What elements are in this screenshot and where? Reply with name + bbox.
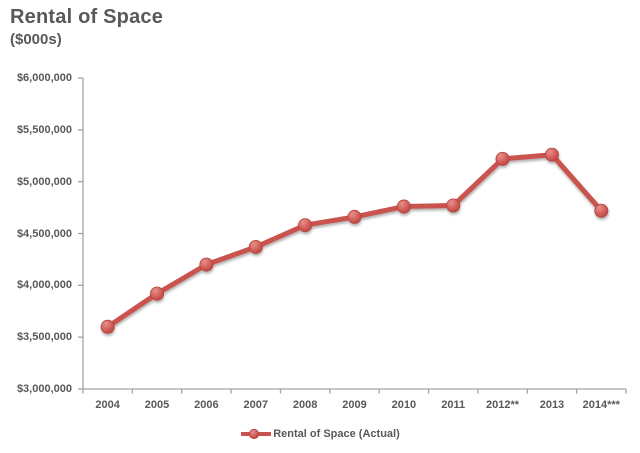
data-point-marker [446,198,461,213]
x-tick-label: 2004 [95,399,120,411]
y-tick-label: $3,500,000 [16,331,72,344]
data-point-marker [248,239,263,254]
data-point-marker [347,209,362,224]
x-tick-label: 2005 [144,399,170,411]
x-tick-label: 2011 [441,399,466,411]
axis-lines [82,78,626,390]
x-tick-label: 2010 [391,399,417,411]
data-point-marker [100,319,115,334]
y-tick-label: $5,500,000 [16,123,72,136]
legend: Rental of Space (Actual) [0,426,640,442]
y-tick-label: $5,000,000 [16,175,72,188]
x-tick-label: 2006 [194,399,219,411]
y-tick-label: $4,000,000 [16,279,72,292]
data-point-marker [396,199,411,214]
y-tick-label: $6,000,000 [16,72,72,84]
x-tick-label: 2007 [243,399,268,411]
chart-title: Rental of Space [10,6,164,28]
series-line [105,152,604,330]
x-tick-label: 2012** [486,399,520,411]
data-point-marker [150,286,165,301]
data-point-marker [298,218,313,233]
data-point-marker [199,257,214,272]
chart-subtitle: ($000s) [10,31,62,48]
data-point-marker [594,203,609,218]
data-point-marker [544,147,559,162]
x-tick-label: 2009 [342,399,367,411]
y-tick-label: $4,500,000 [16,227,72,240]
x-tick-label: 2014*** [582,399,620,411]
data-point-marker [495,151,510,166]
x-tick-label: 2013 [539,399,565,411]
legend-line-marker-icon [241,428,272,440]
series-rental-of-space [100,147,609,334]
x-tick-label: 2008 [292,399,318,411]
y-tick-label: $3,000,000 [16,383,72,395]
legend-label: Rental of Space (Actual) [273,428,400,440]
